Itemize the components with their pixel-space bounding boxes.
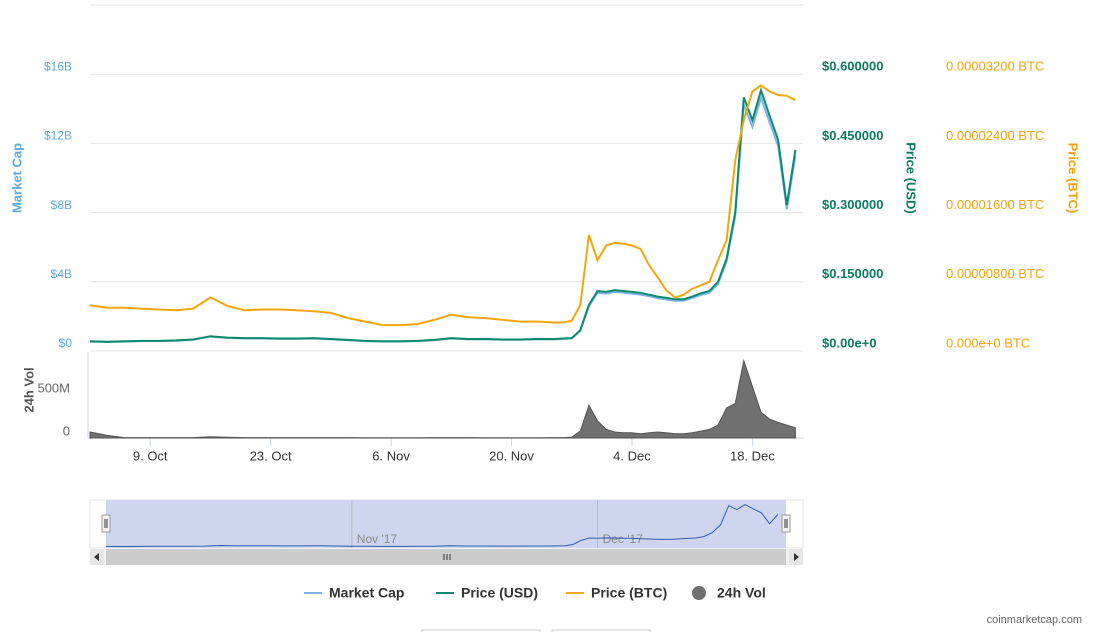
navigator-label: Nov '17 (357, 532, 398, 546)
series-line (89, 86, 797, 343)
vol-axis-title: 24h Vol (21, 367, 36, 412)
scrollbar-grip (443, 554, 451, 560)
navigator-handle[interactable] (781, 514, 791, 533)
series-line (89, 84, 796, 327)
y3-tick-label: 0.00001600 BTC (946, 197, 1044, 212)
y3-tick-label: 0.00002400 BTC (946, 128, 1044, 143)
legend-label[interactable]: Price (USD) (461, 585, 538, 601)
legend-label[interactable]: Market Cap (329, 585, 404, 601)
y3-tick-label: 0.00000800 BTC (946, 266, 1044, 281)
y-tick-label: $16B (44, 59, 72, 73)
navigator-label: Dec '17 (603, 532, 644, 546)
series-line (89, 94, 797, 344)
navigator-selection[interactable] (106, 500, 786, 548)
navigator-line (105, 504, 779, 548)
y-axis-title: Market Cap (9, 143, 24, 213)
y2-tick-label: $0.00e+0 (822, 335, 877, 350)
x-tick-label: 18. Dec (730, 448, 775, 463)
arrow-left (94, 553, 99, 561)
series-area (89, 358, 796, 439)
y3-tick-label: 0.00003200 BTC (946, 59, 1044, 74)
y-tick-label: $12B (44, 129, 72, 143)
y2-tick-label: $0.150000 (822, 266, 883, 281)
legend-label[interactable]: Price (BTC) (591, 585, 667, 601)
x-tick-label: 23. Oct (250, 448, 292, 463)
vol-tick-label: 0 (63, 423, 70, 438)
legend-label[interactable]: 24h Vol (717, 585, 766, 601)
navigator (89, 499, 804, 565)
x-tick-label: 20. Nov (489, 448, 534, 463)
vol-tick-label: 500M (37, 380, 70, 395)
button[interactable] (421, 629, 541, 632)
y3-tick-label: 0.000e+0 BTC (946, 335, 1030, 350)
x-tick-label: 6. Nov (372, 448, 410, 463)
x-tick-label: 9. Oct (133, 448, 168, 463)
scrollbar-thumb[interactable] (106, 549, 786, 565)
y-tick-label: $4B (51, 267, 72, 281)
y3-axis-title: Price (BTC) (1066, 143, 1081, 214)
credit: coinmarketcap.com (987, 614, 1082, 626)
navigator-handle[interactable] (101, 514, 111, 533)
y2-tick-label: $0.450000 (822, 128, 883, 143)
arrow-right (794, 553, 799, 561)
handle-grip (104, 519, 108, 528)
y2-tick-label: $0.300000 (822, 197, 883, 212)
x-tick-label: 4. Dec (613, 448, 651, 463)
button[interactable] (551, 629, 651, 632)
y2-axis-title: Price (USD) (904, 142, 919, 214)
y-tick-label: $8B (51, 198, 72, 212)
y-tick-label: $0 (59, 336, 73, 350)
handle-grip (784, 519, 788, 528)
y2-tick-label: $0.600000 (822, 59, 883, 74)
legend-marker (692, 586, 706, 600)
